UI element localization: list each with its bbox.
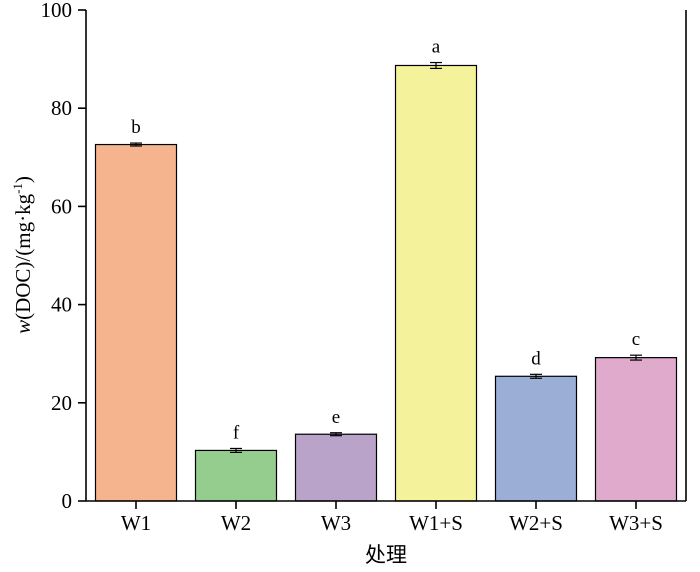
significance-label: b xyxy=(131,117,141,138)
significance-label: c xyxy=(632,329,640,350)
y-axis-title: w(DOC)/(mg·kg-1) xyxy=(10,176,35,334)
x-tick-label: W3 xyxy=(321,511,351,535)
y-axis-title-main: (DOC)/(mg·kg xyxy=(11,193,35,319)
y-tick-label: 100 xyxy=(41,0,73,22)
x-tick-label: W2 xyxy=(221,511,251,535)
x-tick-label: W3+S xyxy=(609,511,663,535)
x-tick-label: W1 xyxy=(121,511,151,535)
significance-label: f xyxy=(233,422,240,443)
y-tick-label: 60 xyxy=(51,194,72,218)
x-tick-label: W1+S xyxy=(409,511,463,535)
significance-label: d xyxy=(531,348,541,369)
y-tick-label: 80 xyxy=(51,96,72,120)
bar-w2-plus-s xyxy=(494,375,578,502)
y-axis-title-italic: w xyxy=(11,320,35,334)
y-tick-label: 0 xyxy=(62,489,73,513)
bar-w3 xyxy=(294,433,378,502)
significance-label: e xyxy=(332,407,340,428)
y-axis-title-close: ) xyxy=(11,176,35,183)
x-ticks-layer: W1 W2 W3 W1+S W2+S W3+S xyxy=(121,501,663,535)
bars-layer: b f e a d c xyxy=(94,37,678,502)
bar-w2 xyxy=(194,449,278,502)
significance-label: a xyxy=(432,37,441,58)
x-axis-title: 处理 xyxy=(365,543,407,567)
y-axis-title-sup: -1 xyxy=(10,183,25,194)
bar-w3-plus-s xyxy=(594,357,678,502)
bar-w1 xyxy=(94,143,178,502)
y-ticks-layer: 0 20 40 60 80 100 xyxy=(41,0,86,513)
bar-w1-plus-s xyxy=(394,64,478,502)
y-tick-label: 20 xyxy=(51,391,72,415)
x-tick-label: W2+S xyxy=(509,511,563,535)
axes-layer xyxy=(85,10,687,502)
y-tick-label: 40 xyxy=(51,293,72,317)
